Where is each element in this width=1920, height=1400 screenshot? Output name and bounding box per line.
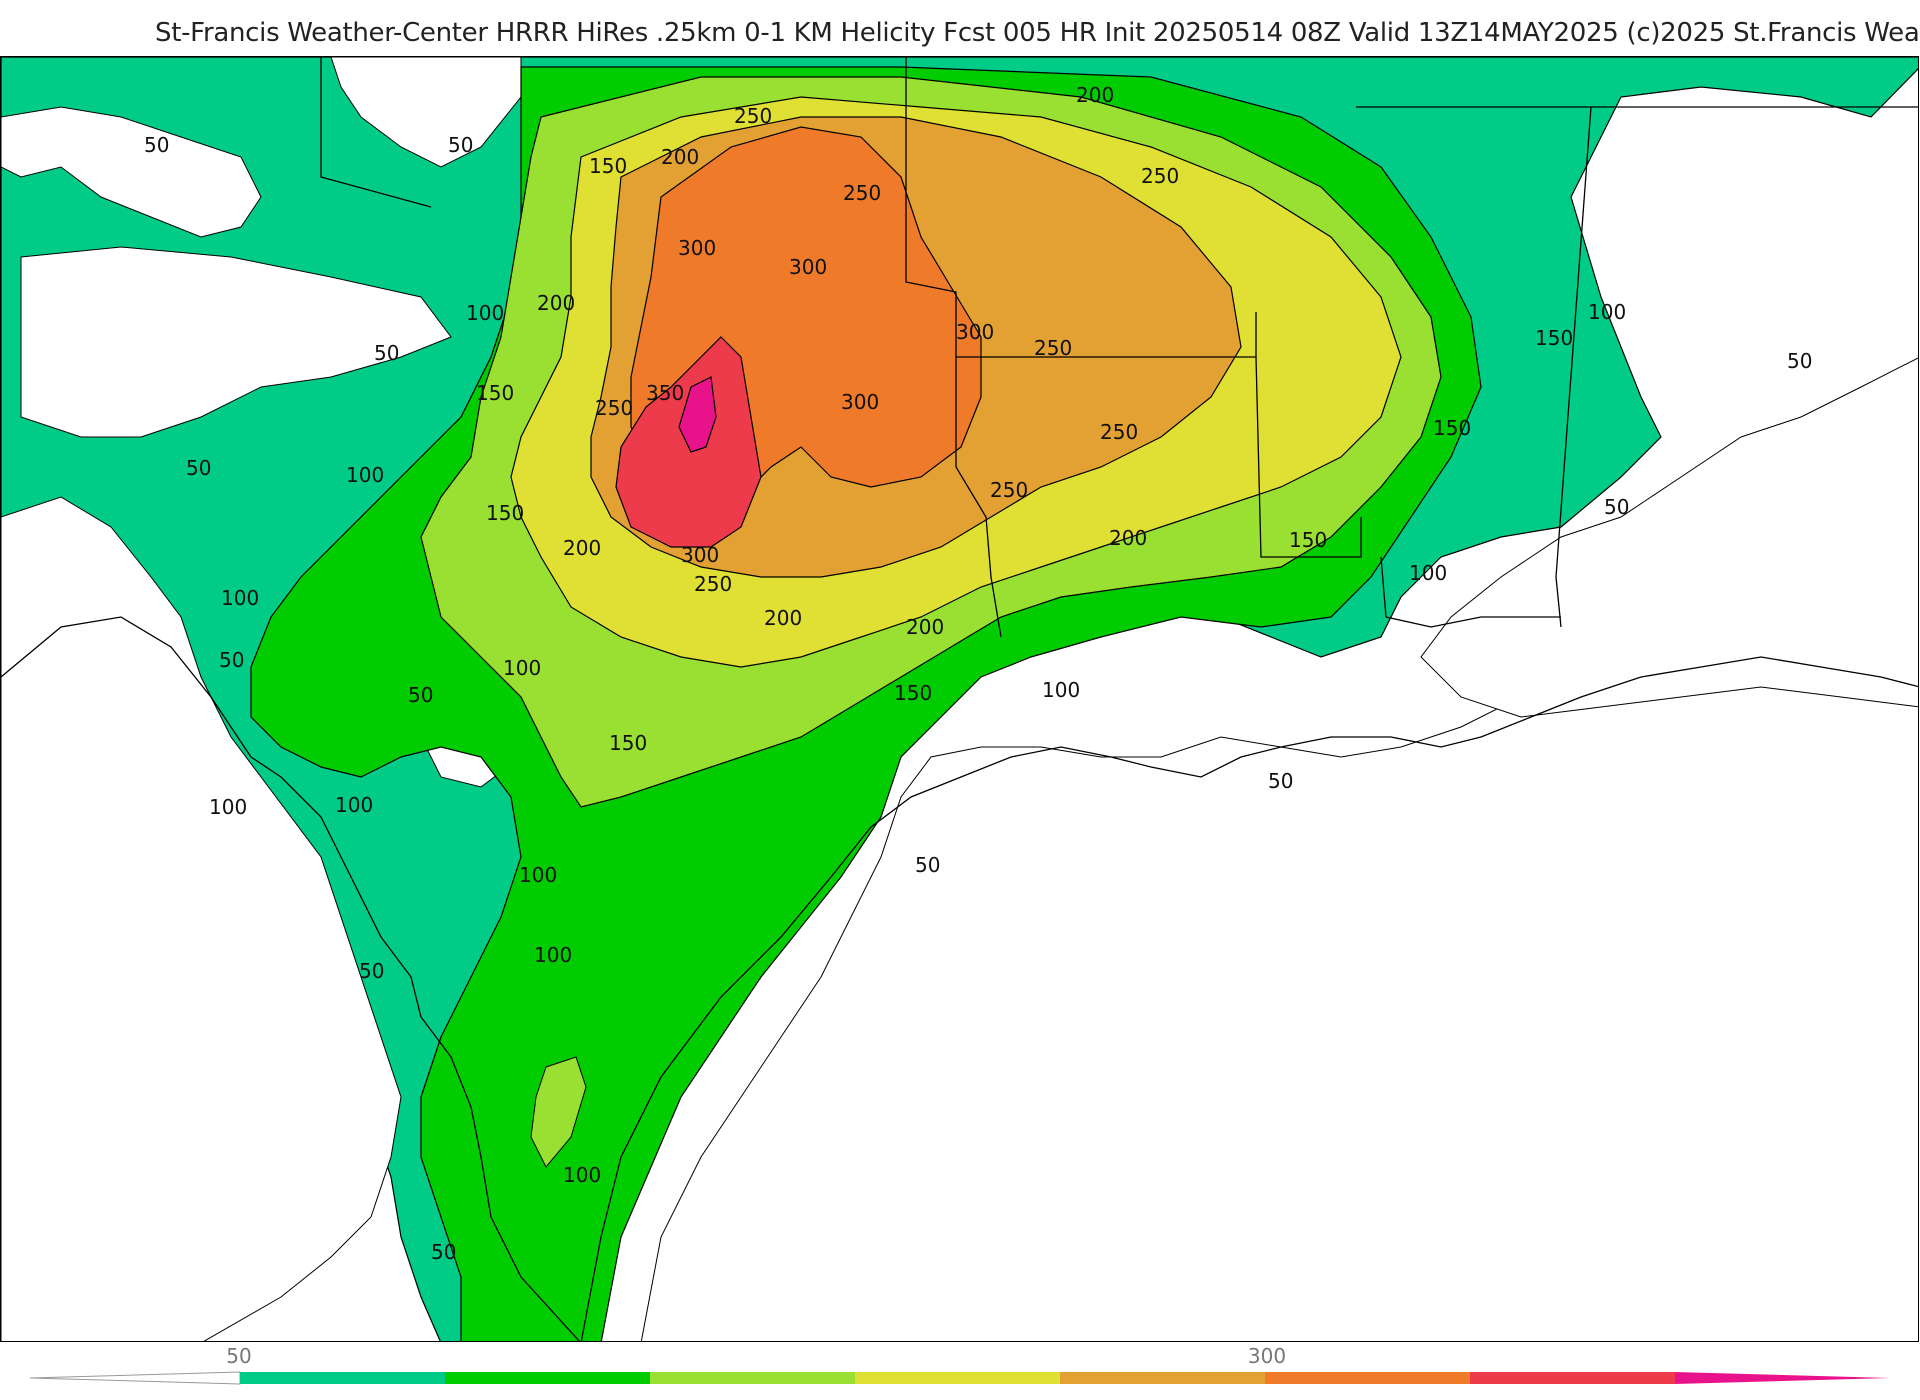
contour-label: 100 (209, 795, 247, 819)
contour-label: 100 (346, 463, 384, 487)
colorbar-band (1060, 1372, 1265, 1384)
boundary-line (1255, 356, 1362, 558)
contour-label: 250 (734, 104, 772, 128)
low-region-west-mid (20, 246, 452, 438)
header: St-Francis Weather-Center HRRR HiRes .25… (0, 0, 1920, 56)
contour-label: 50 (408, 683, 433, 707)
contour-label: 100 (335, 793, 373, 817)
contour-label: 300 (841, 390, 879, 414)
colorbar-band (1470, 1372, 1675, 1384)
contour-label: 250 (694, 572, 732, 596)
contour-label: 150 (486, 501, 524, 525)
contour-label: 50 (915, 853, 940, 877)
contour-label: 150 (609, 731, 647, 755)
colorbar-extend-low (30, 1371, 241, 1385)
contour-label: 300 (681, 543, 719, 567)
contour-label: 250 (595, 396, 633, 420)
contour-label: 250 (1141, 164, 1179, 188)
helicity-map: 50 50 50 50 50 50 50 50 50 50 50 50 100 … (0, 56, 1919, 1342)
contour-label: 100 (519, 863, 557, 887)
colorbar-band (445, 1372, 650, 1384)
contour-label: 50 (219, 648, 244, 672)
state-boundaries (320, 57, 1918, 638)
colorbar (30, 1371, 1890, 1385)
contour-label: 150 (589, 154, 627, 178)
contour-label: 50 (1604, 495, 1629, 519)
colorbar-band (1265, 1372, 1470, 1384)
contour-label: 300 (956, 320, 994, 344)
contour-label: 50 (431, 1240, 456, 1264)
contour-label: 200 (537, 291, 575, 315)
contour-label: 100 (221, 586, 259, 610)
gulf-coastline (580, 656, 1918, 1341)
contour-label: 150 (1289, 528, 1327, 552)
coastline (1, 616, 581, 1341)
contour-label: 300 (678, 236, 716, 260)
contour-label: 150 (1535, 326, 1573, 350)
boundary-line (905, 57, 1257, 358)
low-region-west (1, 496, 402, 1341)
contour-label: 50 (359, 959, 384, 983)
boundary-line (1380, 556, 1561, 628)
helicity-region-400 (678, 376, 717, 453)
boundary-line (955, 357, 1002, 638)
contour-label: 200 (1076, 83, 1114, 107)
contour-label: 150 (894, 681, 932, 705)
contour-label: 100 (1042, 678, 1080, 702)
contour-label: 300 (789, 255, 827, 279)
contour-label: 250 (990, 478, 1028, 502)
chart-title: St-Francis Weather-Center HRRR HiRes .25… (155, 18, 1920, 48)
contour-label: 100 (1588, 300, 1626, 324)
boundary-line (320, 57, 432, 208)
contour-label: 50 (448, 133, 473, 157)
contour-label: 200 (906, 615, 944, 639)
contour-label: 200 (661, 145, 699, 169)
contour-label: 50 (1268, 769, 1293, 793)
contour-label: 350 (646, 381, 684, 405)
contour-label: 250 (1100, 420, 1138, 444)
colorbar-extend-high (1675, 1372, 1890, 1384)
helicity-island-150-south (530, 1056, 587, 1168)
contour-label: 50 (374, 341, 399, 365)
colorbar-band (855, 1372, 1060, 1384)
contour-label: 100 (534, 943, 572, 967)
colorbar-band (240, 1372, 445, 1384)
boundary-line (1555, 106, 1592, 628)
contour-label: 200 (563, 536, 601, 560)
contour-label: 50 (186, 456, 211, 480)
contour-label: 150 (476, 381, 514, 405)
contour-label: 100 (503, 656, 541, 680)
contour-label: 150 (1433, 416, 1471, 440)
colorbar-band (650, 1372, 855, 1384)
contour-label: 100 (466, 301, 504, 325)
contour-label: 200 (1109, 526, 1147, 550)
low-region-northwest (1, 106, 262, 238)
contour-label: 50 (1787, 349, 1812, 373)
contour-label: 100 (1409, 561, 1447, 585)
contour-label: 250 (1034, 336, 1072, 360)
contour-label: 200 (764, 606, 802, 630)
contour-label: 100 (563, 1163, 601, 1187)
low-region-southeast (1420, 357, 1918, 718)
colorbar-tick-label: 50 (226, 1344, 252, 1368)
contour-label: 50 (144, 133, 169, 157)
contour-labels: 50 50 50 50 50 50 50 50 50 50 50 50 100 … (144, 83, 1812, 1264)
contour-label: 250 (843, 181, 881, 205)
colorbar-tick-label: 300 (1247, 1344, 1287, 1368)
